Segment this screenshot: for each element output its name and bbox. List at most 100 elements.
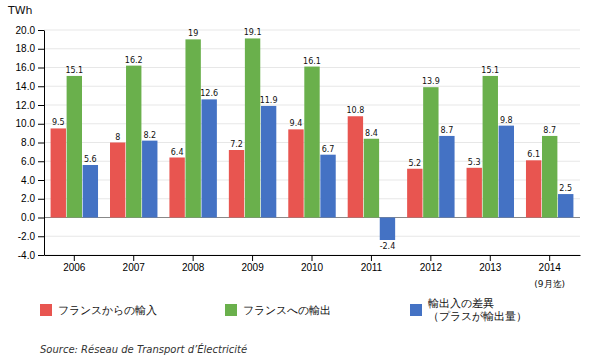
y-tick-mark xyxy=(38,143,44,144)
x-tick-mark xyxy=(74,255,75,261)
bar xyxy=(83,165,98,218)
y-tick: -4.0 xyxy=(18,250,44,261)
legend-swatch xyxy=(410,304,422,316)
legend-label-line: フランスへの輸出 xyxy=(243,304,331,317)
bar xyxy=(542,136,557,218)
data-label: 9.5 xyxy=(52,118,65,127)
x-tick-mark xyxy=(133,255,134,261)
data-label: 12.6 xyxy=(200,89,218,98)
data-label: 8 xyxy=(115,133,120,142)
y-tick-mark xyxy=(38,105,44,106)
data-label: 10.8 xyxy=(346,106,364,115)
y-axis-line xyxy=(44,31,45,256)
bar xyxy=(51,128,66,217)
legend-item: フランスへの輸出 xyxy=(225,304,331,317)
bar xyxy=(483,76,498,218)
bar xyxy=(229,150,244,218)
y-tick: 6.0 xyxy=(21,156,44,167)
x-tick-label: 2013 xyxy=(479,262,502,273)
plot: -4.0-2.00.02.04.06.08.010.012.014.016.01… xyxy=(16,25,581,289)
x-tick: 2010 xyxy=(301,255,324,273)
bar xyxy=(320,155,335,218)
y-tick-label: 0.0 xyxy=(21,212,35,223)
y-tick-mark xyxy=(38,86,44,87)
y-tick: 2.0 xyxy=(21,193,44,204)
x-tick-label: 2011 xyxy=(361,262,383,273)
x-tick: 2013 xyxy=(479,255,502,273)
data-label: 5.2 xyxy=(408,159,421,168)
legend-swatch xyxy=(40,304,52,316)
x-tick-label: 2006 xyxy=(63,262,86,273)
x-tick: 2008 xyxy=(182,255,205,273)
bar xyxy=(439,136,454,218)
y-tick-label: 2.0 xyxy=(21,193,35,204)
y-tick-mark xyxy=(38,124,44,125)
y-tick-label: 12.0 xyxy=(16,100,36,111)
y-tick: 10.0 xyxy=(16,118,44,129)
bar xyxy=(407,169,422,218)
legend-item: フランスからの輸入 xyxy=(40,304,157,317)
grid-line xyxy=(44,236,580,237)
bar xyxy=(526,160,541,217)
legend-label-line: フランスからの輸入 xyxy=(58,304,157,317)
legend: フランスからの輸入フランスへの輸出輸出入の差異（プラスが輸出量） xyxy=(40,297,527,323)
x-tick-mark xyxy=(252,255,253,261)
x-tick-mark xyxy=(371,255,372,261)
y-tick: 8.0 xyxy=(21,137,44,148)
x-tick-mark xyxy=(312,255,313,261)
data-label: -2.4 xyxy=(380,242,396,251)
y-axis: -4.0-2.00.02.04.06.08.010.012.014.016.01… xyxy=(16,25,45,261)
data-label: 15.1 xyxy=(65,66,83,75)
data-label: 19.1 xyxy=(244,28,262,37)
y-tick-mark xyxy=(38,49,44,50)
y-tick-mark xyxy=(38,68,44,69)
data-label: 15.1 xyxy=(481,66,499,75)
y-tick-label: -4.0 xyxy=(18,250,36,261)
x-tick: 2006 xyxy=(63,255,86,273)
bar-series xyxy=(51,116,542,217)
legend-swatch xyxy=(225,304,237,316)
data-label: 16.2 xyxy=(125,56,143,65)
y-tick-label: 4.0 xyxy=(21,175,35,186)
data-label: 2.5 xyxy=(559,184,572,193)
y-tick: 18.0 xyxy=(16,43,44,54)
data-label: 6.7 xyxy=(322,145,335,154)
data-label: 6.1 xyxy=(527,150,540,159)
bar-series xyxy=(67,38,558,217)
y-tick-label: 10.0 xyxy=(16,118,36,129)
data-label: 19 xyxy=(188,29,198,38)
x-tick-mark xyxy=(430,255,431,261)
x-tick: 2012 xyxy=(420,255,443,273)
data-label: 8.2 xyxy=(143,131,156,140)
x-tick-label: 2014 xyxy=(539,262,562,273)
y-tick-mark xyxy=(38,236,44,237)
chart: -4.0-2.00.02.04.06.08.010.012.014.016.01… xyxy=(0,0,595,363)
x-tick-label: 2008 xyxy=(182,262,205,273)
y-tick-mark xyxy=(38,30,44,31)
x-tick: 2014 xyxy=(539,255,562,273)
bar xyxy=(169,158,184,218)
bar xyxy=(288,129,303,217)
data-label: 11.9 xyxy=(260,96,278,105)
bar xyxy=(423,87,438,217)
y-tick-mark xyxy=(38,199,44,200)
bar xyxy=(304,67,319,218)
y-tick-mark xyxy=(38,180,44,181)
legend-label: フランスへの輸出 xyxy=(243,304,331,317)
y-tick-label: 6.0 xyxy=(21,156,35,167)
bar xyxy=(110,143,125,218)
bar xyxy=(245,38,260,217)
y-tick-mark xyxy=(38,218,44,219)
grid-line xyxy=(44,30,580,31)
bar xyxy=(185,39,200,217)
y-tick: 14.0 xyxy=(16,81,44,92)
bar-series xyxy=(83,99,574,240)
bar xyxy=(126,66,141,218)
x-tick: 2011 xyxy=(361,255,383,273)
data-label: 6.4 xyxy=(171,148,184,157)
y-tick-mark xyxy=(38,255,44,256)
grid xyxy=(44,30,580,255)
legend-label-line: （プラスが輸出量） xyxy=(428,310,527,323)
y-tick-mark xyxy=(38,161,44,162)
bar xyxy=(467,168,482,218)
